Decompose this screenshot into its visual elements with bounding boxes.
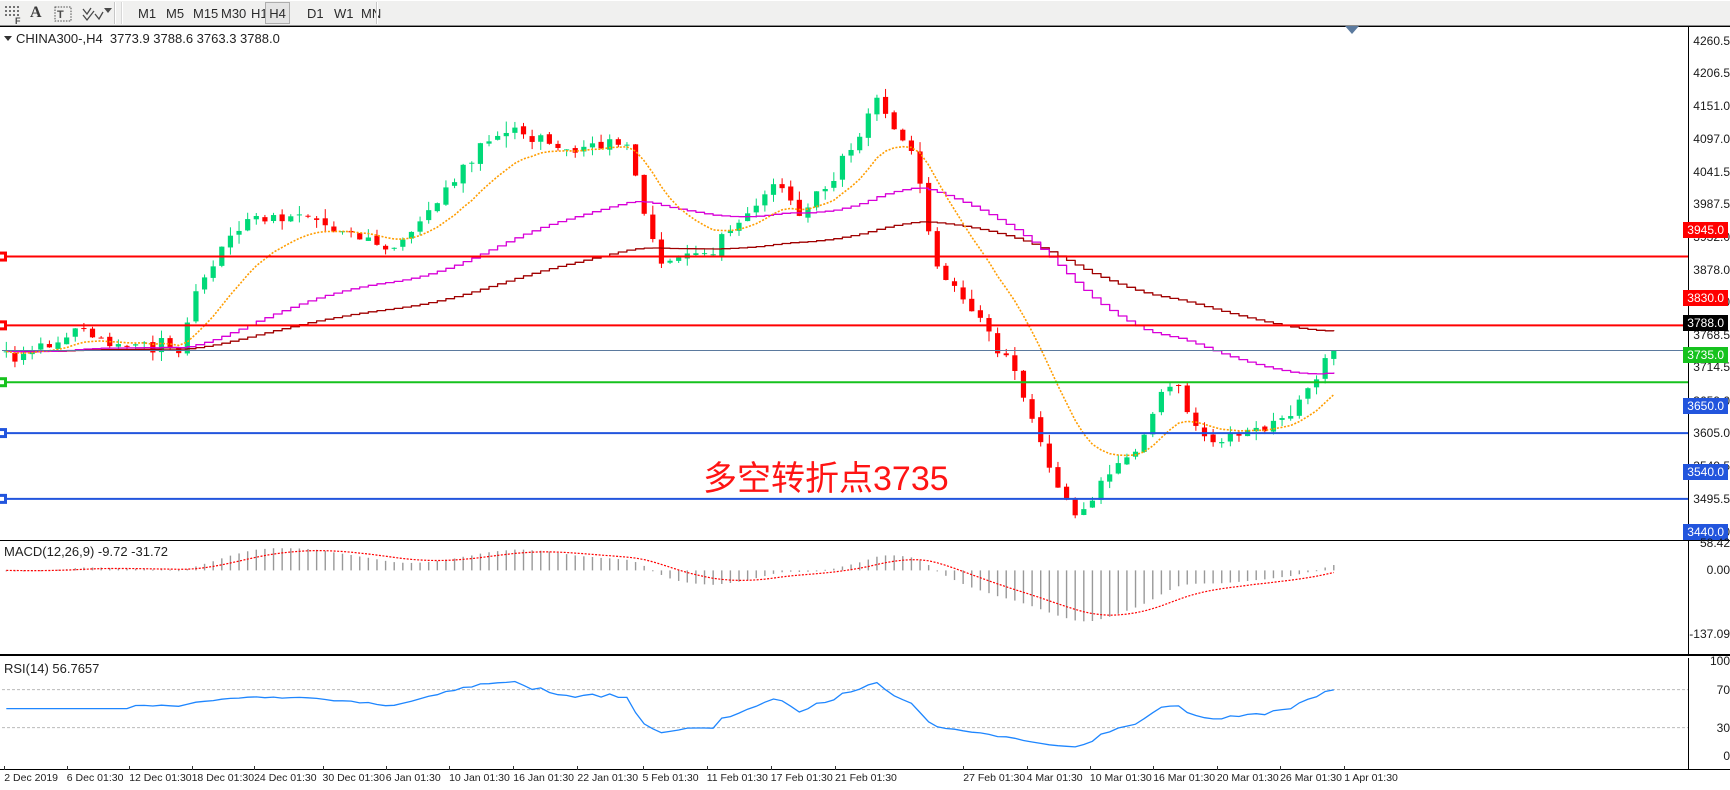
svg-text:T: T <box>57 9 64 21</box>
svg-text:F: F <box>15 16 21 26</box>
